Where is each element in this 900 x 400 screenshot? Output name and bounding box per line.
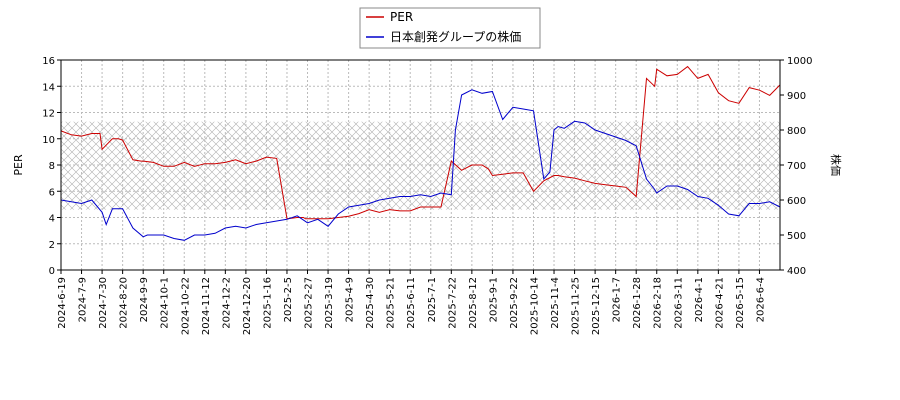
x-tick-label: 2025-1-16 <box>262 277 273 329</box>
right-tick-label: 500 <box>787 231 806 242</box>
left-tick-label: 2 <box>49 240 55 251</box>
x-tick-label: 2026-2-18 <box>653 277 664 329</box>
right-tick-label: 800 <box>787 126 806 137</box>
x-tick-label: 2025-2-5 <box>283 277 294 322</box>
legend-label-price: 日本創発グループの株価 <box>390 29 521 44</box>
x-tick-label: 2025-3-19 <box>324 277 335 329</box>
left-axis: 0 2 4 6 8 10 12 14 16 <box>42 56 61 277</box>
grid-lines <box>60 59 780 271</box>
hatched-band <box>61 121 780 210</box>
x-tick-label: 2025-6-11 <box>406 277 417 329</box>
right-tick-label: 600 <box>787 196 806 207</box>
x-tick-label: 2024-9-9 <box>139 277 150 322</box>
left-tick-label: 6 <box>49 187 55 198</box>
x-tick-label: 2024-10-22 <box>180 277 191 335</box>
left-tick-label: 14 <box>42 82 55 93</box>
x-tick-label: 2025-9-22 <box>509 277 520 329</box>
right-tick-label: 1000 <box>787 56 812 67</box>
x-tick-label: 2025-8-12 <box>468 277 479 329</box>
x-tick-label: 2025-7-1 <box>427 277 438 322</box>
x-tick-label: 2024-8-20 <box>119 277 130 329</box>
x-tick-label: 2025-11-4 <box>550 277 561 329</box>
right-tick-label: 400 <box>787 266 806 277</box>
x-tick-label: 2025-9-1 <box>488 277 499 322</box>
x-tick-label: 2025-10-14 <box>529 277 540 335</box>
x-tick-label: 2026-5-15 <box>735 277 746 329</box>
x-tick-label: 2025-4-30 <box>365 277 376 329</box>
left-tick-label: 16 <box>42 56 55 67</box>
right-tick-label: 700 <box>787 161 806 172</box>
series-lines <box>60 65 781 241</box>
x-axis: 2024-6-19 2024-7-9 2024-7-30 2024-8-20 2024-… <box>57 270 766 335</box>
left-tick-label: 4 <box>49 214 55 225</box>
x-tick-label: 2025-12-15 <box>591 277 602 335</box>
right-tick-label: 900 <box>787 91 806 102</box>
x-tick-label: 2024-11-12 <box>201 277 212 335</box>
left-tick-label: 12 <box>42 109 55 120</box>
series-line-per <box>60 65 781 220</box>
x-tick-label: 2026-4-21 <box>714 277 725 329</box>
legend-box <box>359 7 541 49</box>
x-tick-label: 2024-12-20 <box>242 277 253 335</box>
x-tick-label: 2024-6-19 <box>57 277 68 329</box>
x-tick-label: 2025-4-9 <box>345 277 356 322</box>
right-axis-title: 株価 <box>829 154 843 176</box>
right-axis: 400 500 600 700 800 900 1000 <box>780 56 812 277</box>
x-tick-label: 2026-3-11 <box>673 277 684 329</box>
x-tick-label: 2024-12-2 <box>221 277 232 329</box>
series-line-price <box>60 89 781 241</box>
left-tick-label: 10 <box>42 135 55 146</box>
x-tick-label: 2026-1-28 <box>632 277 643 329</box>
x-tick-label: 2024-7-30 <box>98 277 109 329</box>
legend-label-per: PER <box>390 10 413 24</box>
left-tick-label: 8 <box>49 161 55 172</box>
left-tick-label: 0 <box>49 266 55 277</box>
x-tick-label: 2024-10-1 <box>160 277 171 329</box>
x-tick-label: 2025-7-22 <box>447 277 458 329</box>
x-tick-label: 2024-7-9 <box>78 277 89 322</box>
x-tick-label: 2025-2-27 <box>304 277 315 329</box>
x-tick-label: 2026-1-7 <box>612 277 623 322</box>
legend: PER 日本創発グループの株価 <box>359 7 541 49</box>
x-tick-label: 2026-4-1 <box>694 277 705 322</box>
x-tick-label: 2026-6-4 <box>755 277 766 322</box>
left-axis-title: PER <box>12 154 25 176</box>
x-tick-label: 2025-11-25 <box>571 277 582 335</box>
x-tick-label: 2025-5-21 <box>386 277 397 329</box>
